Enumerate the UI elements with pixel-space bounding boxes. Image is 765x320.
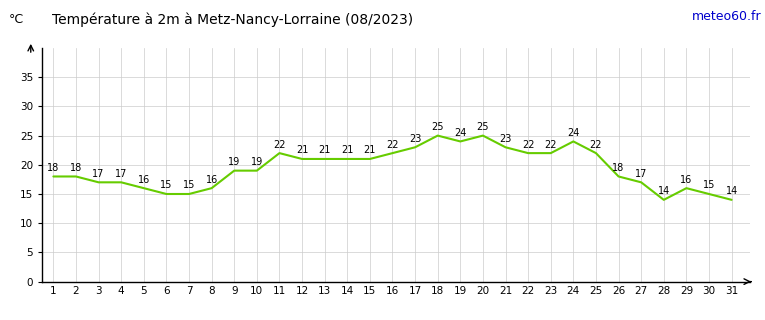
- Text: 22: 22: [273, 140, 285, 150]
- Text: 22: 22: [545, 140, 557, 150]
- Text: Température à 2m à Metz-Nancy-Lorraine (08/2023): Température à 2m à Metz-Nancy-Lorraine (…: [52, 13, 413, 27]
- Text: 19: 19: [251, 157, 263, 167]
- Text: 24: 24: [454, 128, 467, 138]
- Text: 15: 15: [160, 180, 173, 190]
- Text: 16: 16: [206, 175, 218, 185]
- Text: 14: 14: [658, 186, 670, 196]
- Text: 17: 17: [635, 169, 647, 179]
- Text: 16: 16: [680, 175, 692, 185]
- Text: 21: 21: [341, 146, 353, 156]
- Text: meteo60.fr: meteo60.fr: [692, 10, 761, 23]
- Text: 24: 24: [567, 128, 580, 138]
- Text: 16: 16: [138, 175, 150, 185]
- Text: 23: 23: [500, 134, 512, 144]
- Text: 15: 15: [183, 180, 195, 190]
- Text: 18: 18: [70, 163, 82, 173]
- Text: 22: 22: [590, 140, 602, 150]
- Text: °C: °C: [9, 13, 24, 26]
- Text: 25: 25: [477, 122, 489, 132]
- Text: 17: 17: [115, 169, 128, 179]
- Text: 21: 21: [296, 146, 308, 156]
- Text: 23: 23: [409, 134, 422, 144]
- Text: 25: 25: [431, 122, 444, 132]
- Text: 21: 21: [363, 146, 376, 156]
- Text: 18: 18: [47, 163, 60, 173]
- Text: 21: 21: [318, 146, 330, 156]
- Text: 22: 22: [522, 140, 535, 150]
- Text: 14: 14: [725, 186, 737, 196]
- Text: 18: 18: [613, 163, 625, 173]
- Text: 17: 17: [93, 169, 105, 179]
- Text: 22: 22: [386, 140, 399, 150]
- Text: 19: 19: [228, 157, 240, 167]
- Text: 15: 15: [703, 180, 715, 190]
